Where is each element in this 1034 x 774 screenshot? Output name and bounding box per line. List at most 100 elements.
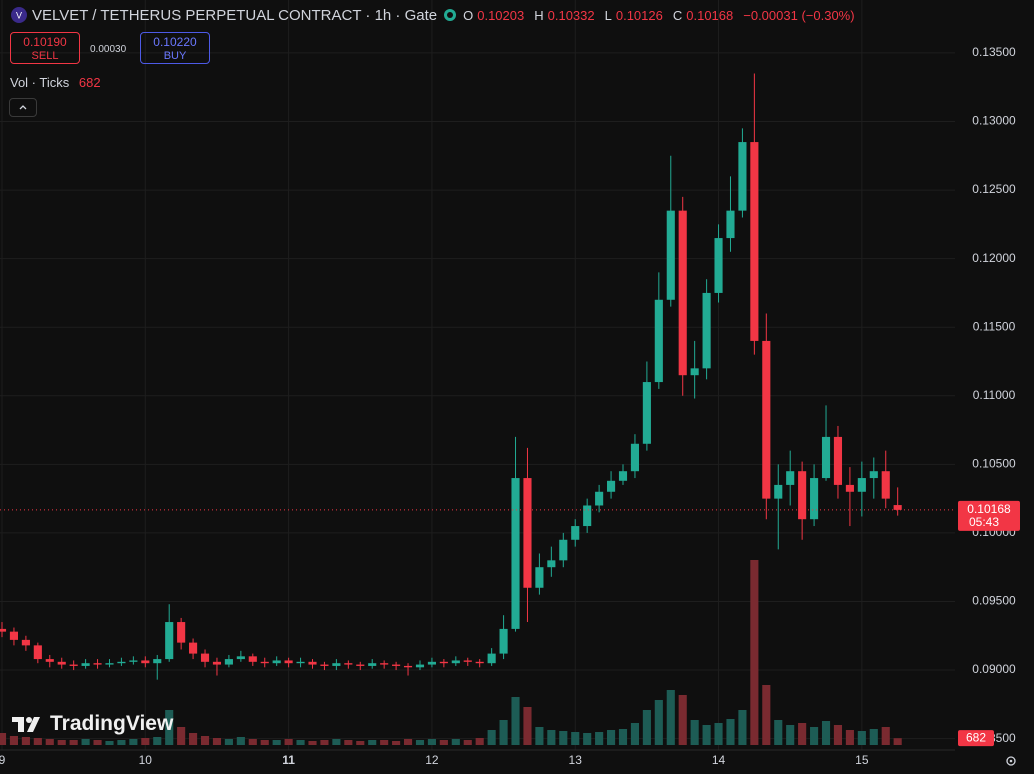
volume-bar <box>260 740 269 745</box>
status-dot <box>444 9 457 21</box>
candle-body <box>212 661 222 665</box>
volume-legend: Vol · Ticks 682 <box>10 75 101 90</box>
volume-tag <box>958 730 994 747</box>
volume-bar <box>702 725 711 745</box>
sell-button[interactable]: 0.10190 SELL <box>10 32 80 64</box>
spread: 0.00030 <box>90 44 127 55</box>
candle-body <box>774 484 783 499</box>
volume-bar <box>344 740 353 745</box>
candle-body <box>356 664 365 666</box>
volume-bar <box>451 739 460 745</box>
volume-bar <box>535 727 544 745</box>
volume-bar <box>284 739 293 745</box>
volume-bar <box>833 725 843 745</box>
volume-bar <box>559 731 568 745</box>
candle-body <box>344 663 353 665</box>
y-tick-label: 0.13000 <box>972 114 1016 128</box>
candle-body <box>893 505 902 510</box>
candle-body <box>248 656 257 662</box>
candle-body <box>821 436 831 479</box>
candle-body <box>57 661 66 665</box>
volume-bar <box>296 740 305 745</box>
close-value: 0.10168 <box>686 7 734 23</box>
volume-bar <box>475 738 484 745</box>
candle-body <box>845 484 854 492</box>
candle-body <box>380 663 389 665</box>
candle-body <box>666 210 675 300</box>
volume-bar <box>9 736 19 745</box>
logo-icon <box>12 717 40 732</box>
svg-text:V: V <box>16 10 22 20</box>
candle-body <box>881 471 890 499</box>
chevron-icon <box>19 105 27 110</box>
sell-price: 0.10190 <box>23 35 67 49</box>
sell-label: SELL <box>31 50 59 62</box>
volume-bar <box>511 697 520 745</box>
candle-body <box>81 663 90 666</box>
legend-header: V VELVET / TETHERUS PERPETUAL CONTRACT ·… <box>10 6 861 24</box>
candle-body <box>571 526 580 540</box>
countdown-label: 05:43 <box>969 515 999 529</box>
symbol-icon: V <box>11 7 27 23</box>
candle-body <box>33 645 42 660</box>
candle-body <box>129 660 138 662</box>
volume-bar <box>523 707 532 745</box>
candle-body <box>798 471 807 520</box>
settings-button[interactable] <box>1006 756 1016 766</box>
volume-bar <box>857 731 866 745</box>
open-label: O <box>463 7 474 23</box>
volume-bar <box>821 721 831 745</box>
volume-bar <box>93 740 102 745</box>
volume-bar <box>726 719 735 745</box>
volume-bar <box>392 741 401 745</box>
volume-bar <box>427 739 436 745</box>
volume-bar <box>332 739 341 745</box>
y-tick-label: 0.12500 <box>972 182 1016 196</box>
volume-bar <box>141 738 150 745</box>
volume-bar <box>189 733 198 745</box>
volume-bar <box>487 730 496 745</box>
volume-bar <box>21 737 30 745</box>
x-tick-label: 10 <box>139 753 153 767</box>
volume-bar <box>630 723 640 745</box>
volume-bar <box>45 739 54 745</box>
volume-bar <box>439 740 448 745</box>
candle-body <box>332 663 341 666</box>
volume-tag-label: 682 <box>966 730 986 744</box>
last-price-tag <box>958 500 1020 531</box>
buy-price: 0.10220 <box>153 35 197 49</box>
volume-bar <box>738 710 747 745</box>
settings-icon <box>1006 756 1016 766</box>
volume-bar <box>165 710 174 745</box>
volume-bar <box>678 695 687 745</box>
candle-body <box>547 560 556 568</box>
candle-body <box>642 382 651 444</box>
y-tick-label: 0.12000 <box>972 251 1016 265</box>
candle-body <box>308 661 317 665</box>
buy-button[interactable]: 0.10220 BUY <box>140 32 210 64</box>
volume-bar <box>893 738 902 745</box>
high-value: 0.10332 <box>547 7 595 23</box>
volume-bar <box>368 740 377 745</box>
last-price-label: 0.10168 <box>967 502 1011 516</box>
candle-body <box>165 622 174 660</box>
volume-bar <box>57 740 66 745</box>
volume-bar <box>607 730 616 745</box>
candle-body <box>738 142 747 211</box>
candle-body <box>678 210 687 376</box>
volume-bar <box>117 740 126 745</box>
volume-bar <box>547 730 556 745</box>
candle-body <box>403 665 413 668</box>
collapse-button[interactable] <box>9 98 37 117</box>
candle-body <box>141 660 150 664</box>
candle-body <box>117 661 126 664</box>
volume-bar <box>69 740 78 745</box>
candle-body <box>69 664 78 666</box>
settings-icon-dot <box>1009 759 1013 763</box>
volume-bar <box>750 560 759 745</box>
volume-bar <box>105 741 114 745</box>
candle-body <box>499 628 508 654</box>
